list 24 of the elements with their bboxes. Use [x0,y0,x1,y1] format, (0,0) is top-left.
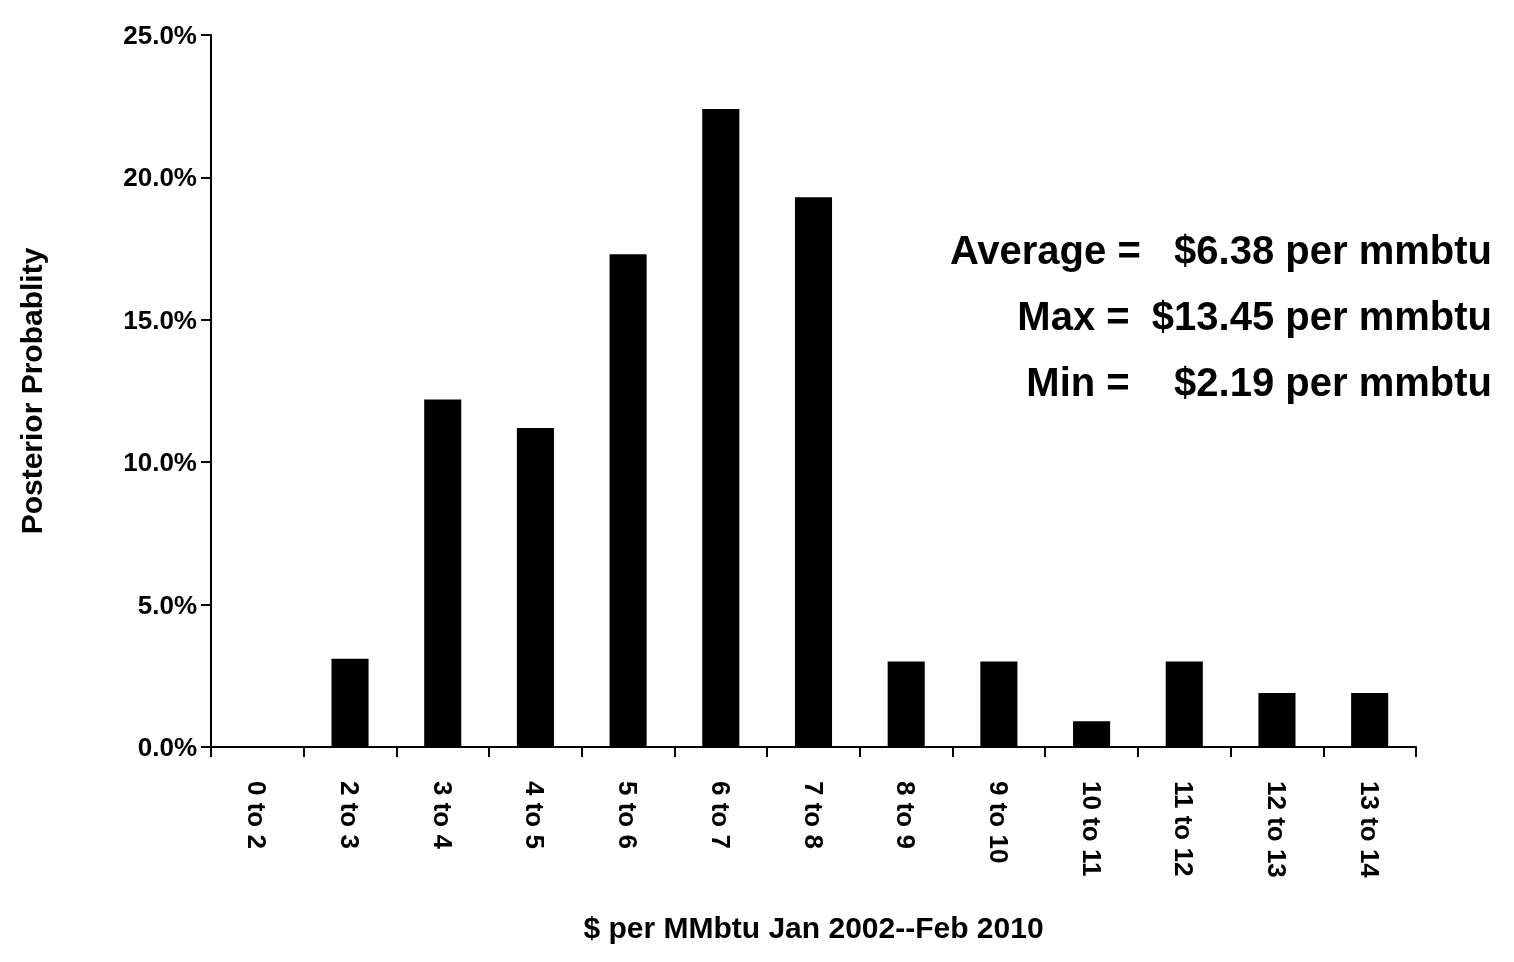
x-tick-label: 10 to 11 [1076,781,1107,877]
x-tick-label: 9 to 10 [983,781,1014,864]
annotation: Min = $2.19 per mmbtu [1026,360,1492,404]
x-tick-label: 12 to 13 [1261,781,1292,878]
annotation: Average = $6.38 per mmbtu [949,228,1492,272]
annotation: Max = $13.45 per mmbtu [1017,294,1492,338]
x-tick-label: 5 to 6 [613,781,644,849]
y-tick-label: 5.0% [137,589,197,620]
y-tick-label: 10.0% [123,447,197,478]
x-tick-label: 2 to 3 [335,781,366,849]
y-axis-title: Posterior Probablity [14,247,48,535]
y-tick-label: 15.0% [123,304,197,335]
y-tick-label: 20.0% [123,162,197,193]
x-tick-label: 0 to 2 [242,781,273,849]
y-tick-label: 25.0% [123,20,197,50]
x-axis-title: $ per MMbtu Jan 2002--Feb 2010 [583,910,1044,944]
x-tick-label: 11 to 12 [1169,781,1200,877]
x-tick-label: 6 to 7 [705,781,736,849]
x-tick-label: 3 to 4 [427,781,458,850]
x-tick-label: 4 to 5 [520,781,551,849]
y-tick-label: 0.0% [137,732,197,762]
x-tick-label: 13 to 14 [1354,781,1385,879]
x-tick-label: 7 to 8 [798,781,829,849]
x-tick-label: 8 to 9 [891,781,922,849]
